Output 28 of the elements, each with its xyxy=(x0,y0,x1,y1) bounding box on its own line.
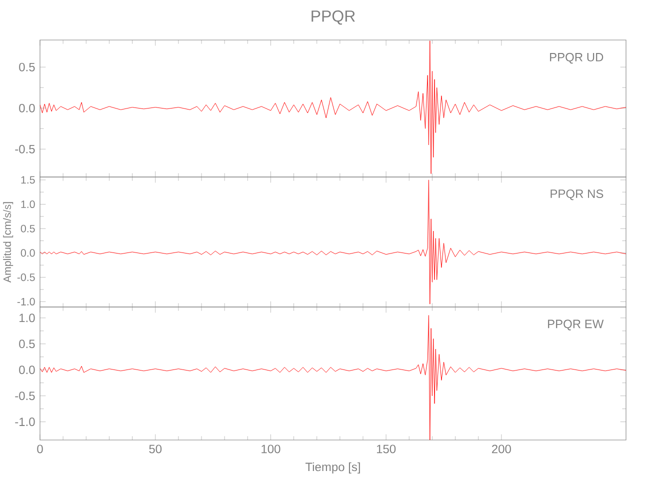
x-tick-label: 150 xyxy=(376,444,396,454)
y-tick-label: 0.0 xyxy=(19,366,35,374)
y-tick-label: 0.5 xyxy=(20,224,35,232)
x-axis-title: Tiempo [s] xyxy=(305,462,360,474)
annotation: PPQR UD xyxy=(550,52,604,64)
line-series xyxy=(40,180,626,304)
x-tick-label: 200 xyxy=(492,444,511,454)
x-tick-label: 0 xyxy=(37,444,43,454)
y-tick-label: 0.5 xyxy=(19,62,35,72)
y-tick-label: 1.5 xyxy=(21,176,35,184)
line-series xyxy=(40,40,626,174)
x-tick-label: 50 xyxy=(149,444,162,454)
y-tick-label: -1.0 xyxy=(15,418,35,426)
y-tick-label: 0.0 xyxy=(19,104,35,112)
y-tick-label: 0.5 xyxy=(19,340,35,348)
chart-title: PPQR xyxy=(312,10,355,25)
y-tick-label: -0.5 xyxy=(15,144,35,154)
y-tick-label: 1.0 xyxy=(21,200,35,208)
y-axis-title: Amplitud [cm/s/s] xyxy=(3,202,14,283)
line-series xyxy=(40,315,626,440)
y-tick-label: 0.0 xyxy=(20,249,35,257)
y-tick-label: -1.0 xyxy=(17,298,35,306)
y-tick-label: -0.5 xyxy=(17,274,35,282)
annotation: PPQR EW xyxy=(548,320,604,330)
annotation: PPQR NS xyxy=(550,190,604,200)
y-tick-label: 1.0 xyxy=(20,314,35,322)
x-tick-label: 100 xyxy=(262,444,280,454)
y-tick-label: -0.5 xyxy=(15,392,35,400)
